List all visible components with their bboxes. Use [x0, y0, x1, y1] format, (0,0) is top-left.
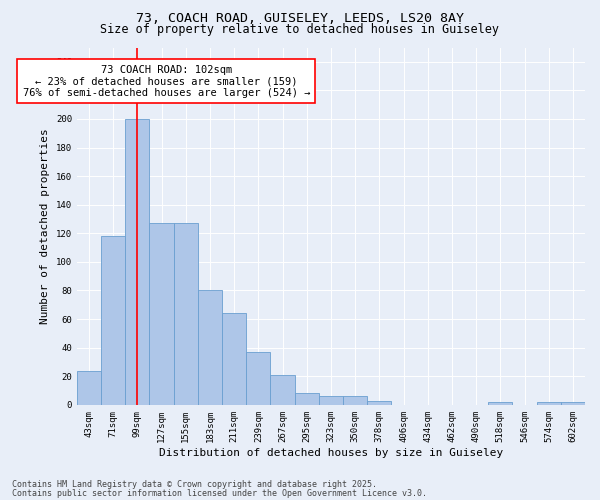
Y-axis label: Number of detached properties: Number of detached properties	[40, 128, 50, 324]
Text: Contains HM Land Registry data © Crown copyright and database right 2025.: Contains HM Land Registry data © Crown c…	[12, 480, 377, 489]
Bar	[125, 119, 149, 405]
Bar	[561, 402, 585, 405]
Bar	[173, 224, 198, 405]
Text: 73, COACH ROAD, GUISELEY, LEEDS, LS20 8AY: 73, COACH ROAD, GUISELEY, LEEDS, LS20 8A…	[136, 12, 464, 26]
Bar	[295, 394, 319, 405]
X-axis label: Distribution of detached houses by size in Guiseley: Distribution of detached houses by size …	[159, 448, 503, 458]
Bar	[536, 402, 561, 405]
Bar	[222, 314, 246, 405]
Bar	[367, 400, 391, 405]
Bar	[198, 290, 222, 405]
Text: Contains public sector information licensed under the Open Government Licence v3: Contains public sector information licen…	[12, 489, 427, 498]
Bar	[246, 352, 271, 405]
Bar	[101, 236, 125, 405]
Bar	[488, 402, 512, 405]
Bar	[343, 396, 367, 405]
Text: Size of property relative to detached houses in Guiseley: Size of property relative to detached ho…	[101, 22, 499, 36]
Bar	[319, 396, 343, 405]
Text: 73 COACH ROAD: 102sqm
← 23% of detached houses are smaller (159)
76% of semi-det: 73 COACH ROAD: 102sqm ← 23% of detached …	[23, 64, 310, 98]
Bar	[149, 224, 173, 405]
Bar	[77, 370, 101, 405]
Bar	[271, 375, 295, 405]
